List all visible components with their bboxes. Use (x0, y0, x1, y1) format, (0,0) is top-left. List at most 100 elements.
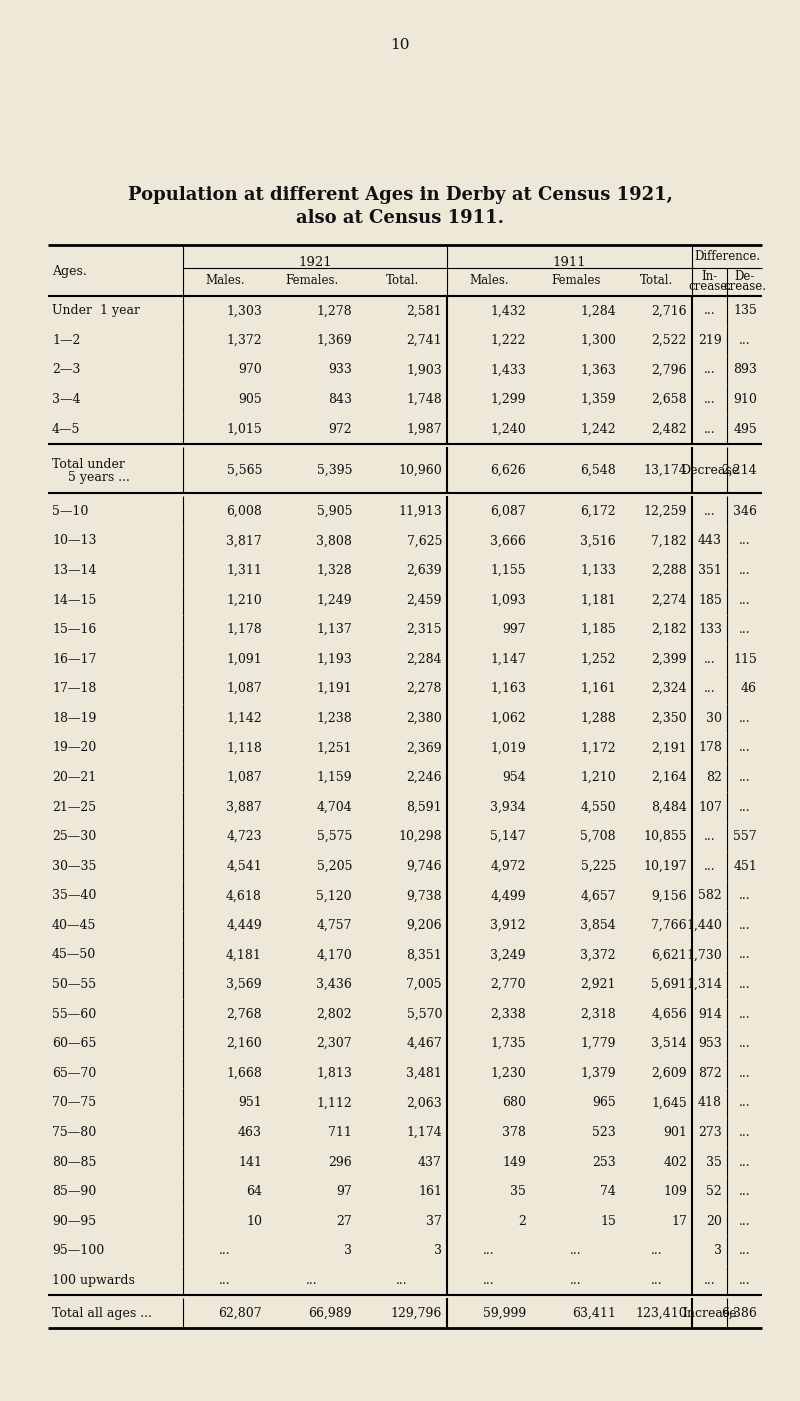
Text: ...: ... (738, 1274, 750, 1288)
Text: 9,206: 9,206 (406, 919, 442, 932)
Text: 62,807: 62,807 (218, 1307, 262, 1320)
Text: 1,193: 1,193 (316, 653, 352, 665)
Text: 20—21: 20—21 (52, 771, 96, 785)
Text: 3,516: 3,516 (580, 534, 616, 548)
Text: 52: 52 (706, 1185, 722, 1198)
Text: 5,565: 5,565 (226, 464, 262, 476)
Text: 2,399: 2,399 (651, 653, 687, 665)
Text: 5,570: 5,570 (406, 1007, 442, 1020)
Text: 1,091: 1,091 (226, 653, 262, 665)
Text: 2,581: 2,581 (406, 304, 442, 317)
Text: 3,514: 3,514 (651, 1037, 687, 1051)
Text: 4,170: 4,170 (316, 948, 352, 961)
Text: 1,210: 1,210 (580, 771, 616, 785)
Text: 5,225: 5,225 (581, 860, 616, 873)
Text: 2,459: 2,459 (406, 594, 442, 607)
Text: 5,120: 5,120 (316, 890, 352, 902)
Text: 12,259: 12,259 (644, 504, 687, 518)
Text: 4—5: 4—5 (52, 423, 80, 436)
Text: 4,550: 4,550 (580, 800, 616, 814)
Text: ...: ... (738, 1156, 750, 1168)
Text: 27: 27 (336, 1215, 352, 1227)
Text: 8,484: 8,484 (651, 800, 687, 814)
Text: Females.: Females. (286, 273, 338, 286)
Text: ...: ... (650, 1244, 662, 1257)
Text: 1—2: 1—2 (52, 333, 80, 347)
Text: 1,137: 1,137 (316, 623, 352, 636)
Text: 3—4: 3—4 (52, 394, 81, 406)
Text: In-: In- (702, 269, 718, 283)
Text: ...: ... (738, 771, 750, 785)
Text: 2,214: 2,214 (722, 464, 757, 476)
Text: 402: 402 (663, 1156, 687, 1168)
Text: Total.: Total. (386, 273, 418, 286)
Text: 7,766: 7,766 (651, 919, 687, 932)
Text: 13—14: 13—14 (52, 565, 97, 577)
Text: ...: ... (396, 1274, 408, 1288)
Text: 135: 135 (733, 304, 757, 317)
Text: 15: 15 (600, 1215, 616, 1227)
Text: ...: ... (738, 1185, 750, 1198)
Text: 451: 451 (733, 860, 757, 873)
Text: 1,240: 1,240 (490, 423, 526, 436)
Text: 5,205: 5,205 (317, 860, 352, 873)
Text: 2,164: 2,164 (651, 771, 687, 785)
Text: 1,181: 1,181 (580, 594, 616, 607)
Text: 1,112: 1,112 (316, 1097, 352, 1110)
Text: 2,278: 2,278 (406, 682, 442, 695)
Text: 4,499: 4,499 (490, 890, 526, 902)
Text: ...: ... (738, 565, 750, 577)
Text: 10,197: 10,197 (643, 860, 687, 873)
Text: 3,372: 3,372 (580, 948, 616, 961)
Text: 66,989: 66,989 (308, 1307, 352, 1320)
Text: 1,372: 1,372 (226, 333, 262, 347)
Text: 4,723: 4,723 (226, 831, 262, 843)
Text: 1,311: 1,311 (226, 565, 262, 577)
Text: 3,934: 3,934 (490, 800, 526, 814)
Text: 5 years ...: 5 years ... (68, 471, 130, 483)
Text: 1,093: 1,093 (490, 594, 526, 607)
Text: Total under: Total under (52, 458, 125, 471)
Text: ...: ... (738, 534, 750, 548)
Text: 123,410: 123,410 (635, 1307, 687, 1320)
Text: 5,575: 5,575 (317, 831, 352, 843)
Text: 219: 219 (698, 333, 722, 347)
Text: 1,903: 1,903 (406, 363, 442, 377)
Text: 14—15: 14—15 (52, 594, 96, 607)
Text: 115: 115 (733, 653, 757, 665)
Text: Females: Females (551, 273, 601, 286)
Text: 178: 178 (698, 741, 722, 754)
Text: ...: ... (306, 1274, 318, 1288)
Text: ...: ... (219, 1244, 231, 1257)
Text: 2,324: 2,324 (651, 682, 687, 695)
Text: 20: 20 (706, 1215, 722, 1227)
Text: 1,251: 1,251 (316, 741, 352, 754)
Text: 3,569: 3,569 (226, 978, 262, 991)
Text: 3,808: 3,808 (316, 534, 352, 548)
Text: 63,411: 63,411 (572, 1307, 616, 1320)
Text: 185: 185 (698, 594, 722, 607)
Text: 6,626: 6,626 (490, 464, 526, 476)
Text: ...: ... (704, 304, 715, 317)
Text: ...: ... (738, 1007, 750, 1020)
Text: ...: ... (483, 1274, 495, 1288)
Text: 17: 17 (671, 1215, 687, 1227)
Text: 1,238: 1,238 (316, 712, 352, 724)
Text: 5,708: 5,708 (580, 831, 616, 843)
Text: 1,363: 1,363 (580, 363, 616, 377)
Text: 70—75: 70—75 (52, 1097, 96, 1110)
Text: Population at different Ages in Derby at Census 1921,: Population at different Ages in Derby at… (127, 186, 673, 205)
Text: 4,541: 4,541 (226, 860, 262, 873)
Text: 965: 965 (592, 1097, 616, 1110)
Text: ...: ... (570, 1274, 582, 1288)
Text: 1,433: 1,433 (490, 363, 526, 377)
Text: 64: 64 (246, 1185, 262, 1198)
Text: De-: De- (734, 269, 754, 283)
Text: 80—85: 80—85 (52, 1156, 96, 1168)
Text: 997: 997 (502, 623, 526, 636)
Text: 296: 296 (328, 1156, 352, 1168)
Text: 1,314: 1,314 (686, 978, 722, 991)
Text: ...: ... (738, 890, 750, 902)
Text: 2: 2 (518, 1215, 526, 1227)
Text: 1,432: 1,432 (490, 304, 526, 317)
